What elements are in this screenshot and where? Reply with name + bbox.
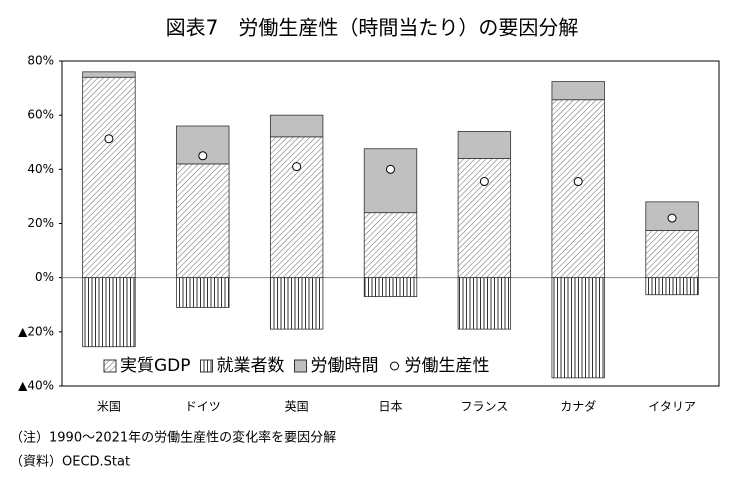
bar-segment: [551, 277, 605, 379]
note: （注）1990～2021年の労働生産性の変化率を要因分解: [10, 430, 336, 446]
bar-segment: [176, 277, 230, 308]
legend-marker: [390, 361, 400, 371]
legend-label: 実質GDP: [120, 356, 191, 376]
bar-segment: [457, 277, 512, 330]
legend-label: 労働時間: [311, 356, 379, 376]
x-tick-label: ドイツ: [185, 400, 221, 414]
note: （資料）OECD.Stat: [10, 455, 130, 470]
bar-segment: [645, 230, 699, 279]
y-tick-label: 60%: [27, 108, 54, 122]
bar-segment: [363, 212, 418, 279]
y-tick-label: 20%: [27, 216, 54, 230]
y-tick-label: 80%: [27, 54, 54, 68]
bar-segment: [457, 131, 512, 159]
y-tick-label: 40%: [27, 162, 54, 176]
bar-segment: [269, 136, 324, 279]
x-tick-label: カナダ: [560, 399, 596, 414]
legend-swatch: [294, 359, 308, 373]
x-tick-label: 日本: [378, 400, 402, 414]
y-tick-label: ▲20%: [18, 324, 54, 338]
y-tick-label: ▲40%: [18, 379, 54, 393]
bar-segment: [363, 277, 418, 298]
legend-swatch: [103, 359, 117, 373]
bar-segment: [457, 158, 512, 279]
y-tick-label: 0%: [35, 270, 54, 284]
legend-label: 就業者数: [217, 356, 285, 376]
point: [386, 164, 395, 174]
point: [104, 134, 114, 144]
x-tick-label: 英国: [285, 400, 309, 414]
point: [479, 177, 489, 187]
bar-segment: [269, 114, 324, 138]
bar-segment: [82, 71, 136, 78]
point: [667, 213, 677, 223]
bar-segment: [269, 277, 324, 330]
bar-segment: [176, 163, 230, 279]
x-tick-label: イタリア: [648, 400, 696, 414]
point: [198, 151, 208, 161]
bar-segment: [551, 99, 605, 279]
point: [292, 162, 302, 172]
bar-segment: [645, 277, 699, 296]
bar-segment: [551, 81, 605, 101]
legend-label: 労働生産性: [405, 356, 490, 376]
point: [573, 177, 583, 187]
bar-segment: [82, 76, 136, 279]
x-tick-label: 米国: [97, 400, 121, 414]
chart-title: 図表7 労働生産性（時間当たり）の要因分解: [166, 16, 579, 40]
bar-segment: [363, 148, 418, 214]
x-tick-label: フランス: [460, 400, 508, 414]
legend-swatch: [200, 359, 214, 373]
bar-segment: [82, 277, 136, 348]
